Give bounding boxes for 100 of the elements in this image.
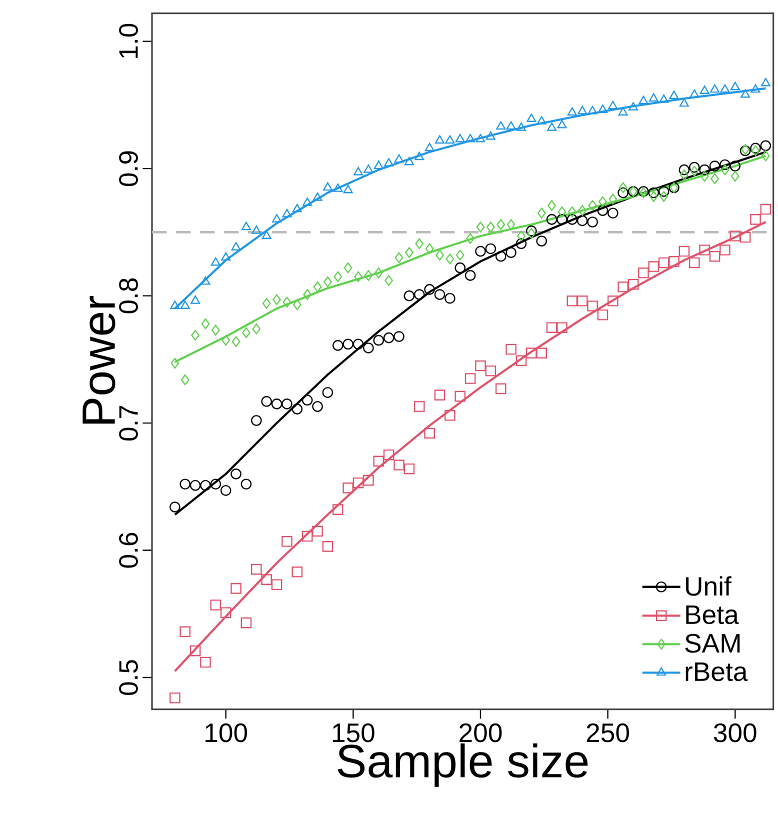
point [578, 205, 587, 216]
point [668, 256, 680, 267]
point [475, 360, 486, 372]
point [282, 536, 292, 547]
point [404, 290, 415, 302]
point [436, 250, 444, 260]
point [556, 214, 568, 225]
x-tick-label: 100 [206, 723, 248, 742]
point [576, 215, 588, 226]
point [170, 692, 180, 704]
point [658, 186, 670, 197]
point [446, 254, 454, 264]
point [649, 191, 658, 202]
point [312, 192, 322, 201]
point [374, 267, 383, 278]
point [516, 122, 526, 131]
point [730, 230, 741, 242]
point [679, 98, 689, 107]
point [740, 89, 750, 98]
point [576, 295, 588, 306]
point [425, 243, 434, 254]
point [230, 468, 242, 480]
point [556, 322, 568, 334]
point [760, 78, 770, 86]
point [261, 574, 272, 585]
point [180, 626, 191, 638]
point [414, 401, 425, 412]
point [608, 194, 618, 204]
point [262, 230, 272, 239]
point [700, 170, 709, 182]
point [354, 271, 362, 282]
point [566, 214, 578, 225]
point [536, 236, 547, 246]
point [252, 323, 261, 334]
point [324, 276, 332, 288]
point [680, 170, 688, 180]
point [588, 200, 597, 211]
point [190, 645, 201, 656]
point [242, 327, 250, 338]
x-tick-label: 150 [332, 723, 374, 742]
point [464, 373, 476, 384]
point [598, 196, 607, 208]
point [303, 289, 312, 300]
legend-label: Unif [686, 576, 732, 596]
point [232, 336, 240, 348]
point [363, 342, 374, 354]
point [373, 456, 384, 467]
point [454, 262, 466, 274]
point [312, 526, 323, 537]
point [190, 480, 201, 491]
point [526, 114, 536, 122]
point [761, 150, 770, 162]
point [342, 482, 354, 494]
point [527, 228, 536, 239]
point [292, 566, 303, 578]
point [313, 281, 322, 292]
point [230, 583, 242, 594]
point [342, 338, 354, 350]
point [608, 295, 618, 306]
point [404, 247, 414, 258]
point [495, 250, 506, 262]
point [454, 390, 466, 402]
point [659, 94, 669, 103]
point [180, 478, 191, 490]
legend-label: Beta [686, 606, 739, 624]
point [506, 219, 516, 230]
point [211, 324, 220, 336]
point [384, 158, 394, 166]
point [302, 198, 312, 206]
point [434, 289, 446, 300]
y-tick-label: 0.6 [119, 532, 138, 568]
point [434, 135, 444, 144]
point [709, 160, 720, 172]
point [548, 200, 556, 211]
point [322, 182, 332, 191]
point [638, 267, 649, 278]
point [251, 564, 262, 575]
point [699, 164, 710, 176]
point [608, 208, 618, 218]
point [750, 214, 761, 225]
point [332, 340, 344, 351]
point [660, 191, 668, 202]
point [414, 289, 425, 300]
point [272, 294, 281, 306]
point [526, 348, 537, 358]
point [200, 656, 211, 668]
point [222, 334, 230, 346]
point [709, 250, 720, 262]
point [444, 292, 456, 304]
point [333, 184, 343, 192]
point [688, 162, 700, 173]
point [302, 394, 313, 406]
point [424, 284, 435, 295]
point [343, 184, 353, 194]
point [506, 121, 516, 130]
point [648, 187, 660, 198]
point [688, 257, 700, 268]
point [618, 281, 628, 292]
point [322, 541, 334, 552]
point [546, 214, 558, 225]
